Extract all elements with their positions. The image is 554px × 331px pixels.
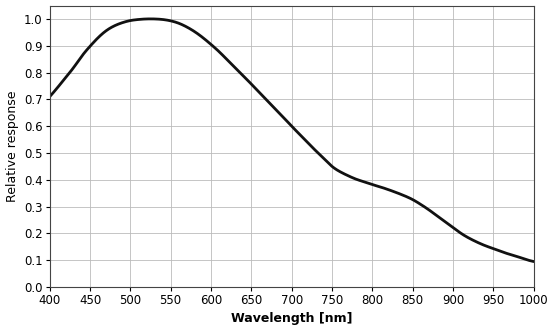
Y-axis label: Relative response: Relative response — [6, 90, 18, 202]
X-axis label: Wavelength [nm]: Wavelength [nm] — [231, 312, 352, 325]
